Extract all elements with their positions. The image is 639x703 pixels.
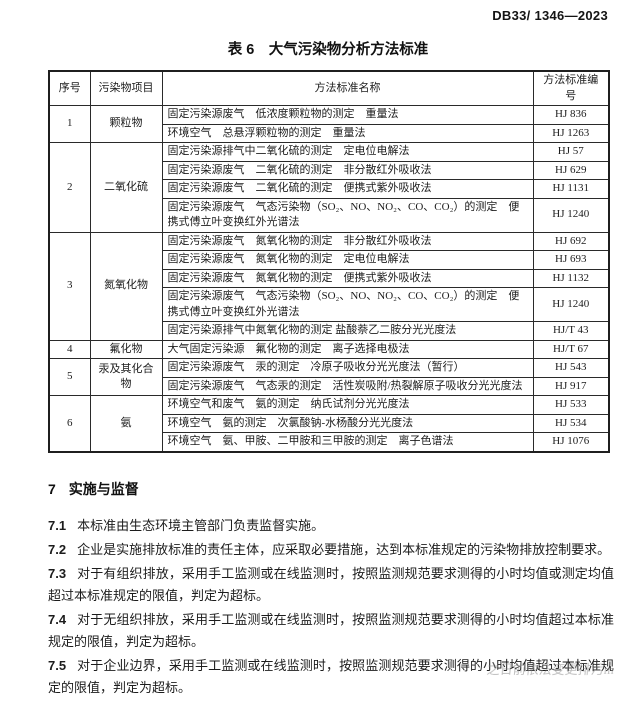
table-row: 固定污染源排气中氮氧化物的测定 盐酸萘乙二胺分光光度法 HJ/T 43 (49, 321, 610, 341)
table-header-cell: 污染物项目 (89, 70, 163, 106)
table-header-cell: 方法标准名称 (161, 70, 534, 106)
clause-paragraph: 7.1 本标准由生态环境主管部门负责监督实施。 (48, 515, 614, 537)
table-row: 2 二氧化硫 固定污染源排气中二氧化硫的测定 定电位电解法 HJ 57 (48, 142, 610, 233)
cell-method-name: 固定污染源废气 氮氧化物的测定 非分散红外吸收法 (161, 231, 534, 251)
cell-pollutant-item: 汞及其化合物 (89, 358, 163, 396)
cell-serial-number: 1 (48, 105, 91, 143)
clause-number: 7.1 (48, 517, 67, 533)
table-row: 固定污染源废气 二氧化硫的测定 非分散红外吸收法 HJ 629 (49, 160, 610, 180)
clause-paragraph: 7.5 对于企业边界，采用手工监测或在线监测时，按照监测规范要求测得的小时均值超过… (48, 655, 614, 699)
cell-method-name: 环境空气 氨、甲胺、二甲胺和三甲胺的测定 离子色谱法 (161, 432, 534, 452)
cell-pollutant-item: 颗粒物 (89, 105, 163, 143)
cell-method-name: 固定污染源废气 氮氧化物的测定 便携式紫外吸收法 (161, 268, 534, 288)
cell-pollutant-item: 氮氧化物 (89, 231, 163, 341)
cell-method-name: 环境空气 氨的测定 次氯酸钠-水杨酸分光光度法 (161, 413, 534, 433)
cell-method-name: 固定污染源废气 低浓度颗粒物的测定 重量法 (161, 105, 534, 125)
cell-serial-number: 4 (48, 339, 91, 359)
table-row: 固定污染源废气 氮氧化物的测定 便携式紫外吸收法 HJ 1132 (49, 268, 610, 288)
cell-method-name: 大气固定污染源 氟化物的测定 离子选择电极法 (161, 339, 534, 359)
cell-pollutant-item: 氨 (89, 395, 163, 452)
clause-number: 7.3 (48, 565, 67, 581)
cell-method-code: HJ 1131 (532, 179, 610, 199)
clause-paragraph: 7.3 对于有组织排放，采用手工监测或在线监测时，按照监测规范要求测得的小时均值或… (48, 563, 614, 607)
cell-method-name: 固定污染源废气 二氧化硫的测定 便携式紫外吸收法 (161, 179, 534, 199)
table-row: 1 颗粒物 固定污染源废气 低浓度颗粒物的测定 重量法 HJ 836 (48, 105, 610, 143)
clause-paragraph: 7.4 对于无组织排放，采用手工监测或在线监测时，按照监测规范要求测得的小时均值超… (48, 609, 614, 653)
cell-method-code: HJ 629 (532, 160, 610, 180)
cell-method-name: 固定污染源废气 氮氧化物的测定 定电位电解法 (161, 250, 534, 270)
table-row: 环境空气 氨、甲胺、二甲胺和三甲胺的测定 离子色谱法 HJ 1076 (49, 432, 610, 452)
cell-method-code: HJ 533 (532, 395, 610, 415)
table-header-row: 序号 污染物项目 方法标准名称 方法标准编号 (48, 70, 610, 106)
cell-method-code: HJ 1240 (532, 287, 610, 322)
methods-table: 序号 污染物项目 方法标准名称 方法标准编号 1 颗粒物 固定污染源废气 低浓度颗粒物的测… (48, 70, 610, 453)
table-row: 4 氟化物 大气固定污染源 氟化物的测定 离子选择电极法 HJ/T 67 (48, 339, 610, 359)
cell-method-name: 固定污染源排气中二氧化硫的测定 定电位电解法 (161, 142, 534, 162)
table-row: 5 汞及其化合物 固定污染源废气 汞的测定 冷原子吸收分光光度法（暂行） HJ 543 (48, 358, 610, 396)
cell-serial-number: 5 (48, 358, 91, 396)
cell-method-code: HJ 1240 (532, 197, 610, 233)
cell-method-name: 固定污染源废气 气态汞的测定 活性炭吸附/热裂解原子吸收分光光度法 (161, 376, 534, 396)
clause-number: 7.4 (48, 611, 67, 627)
cell-method-name: 固定污染源废气 汞的测定 冷原子吸收分光光度法（暂行） (161, 358, 534, 378)
cell-method-code: HJ 693 (532, 250, 610, 270)
section-number: 7 (48, 480, 56, 497)
section-title: 实施与监督 (68, 480, 139, 497)
clauses-block: 7.1 本标准由生态环境主管部门负责监督实施。 7.2 企业是实施排放标准的责任主体，… (48, 515, 614, 703)
cell-serial-number: 3 (48, 231, 91, 341)
clause-text: 对于有组织排放，采用手工监测或在线监测时，按照监测规范要求测得的小时均值或测定均… (48, 565, 614, 603)
table-row: 固定污染源废气 二氧化硫的测定 便携式紫外吸收法 HJ 1131 (49, 179, 610, 199)
cell-serial-number: 2 (48, 142, 91, 233)
cell-method-code: HJ/T 43 (532, 321, 610, 341)
section-heading: 7 实施与监督 (48, 479, 608, 499)
clause-text: 对于企业边界，采用手工监测或在线监测时，按照监测规范要求测得的小时均值超过本标准… (48, 657, 614, 695)
standard-number-header: DB33/ 1346—2023 (492, 8, 608, 23)
cell-method-name: 固定污染源排气中氮氧化物的测定 盐酸萘乙二胺分光光度法 (161, 321, 534, 341)
cell-method-code: HJ 534 (532, 413, 610, 433)
cell-method-name: 环境空气 总悬浮颗粒物的测定 重量法 (161, 123, 534, 143)
cell-method-code: HJ 917 (532, 376, 610, 396)
cell-method-code: HJ 543 (532, 358, 610, 378)
cell-method-code: HJ 57 (532, 142, 610, 162)
cell-method-code: HJ 1132 (532, 268, 610, 288)
cell-method-name: 环境空气和废气 氨的测定 纳氏试剂分光光度法 (161, 395, 534, 415)
clause-number: 7.2 (48, 541, 67, 557)
table-row: 固定污染源废气 气态污染物（SO₂、NO、NO₂、CO、CO₂）的测定 便携式傅… (49, 197, 610, 233)
cell-pollutant-item: 氟化物 (89, 339, 163, 359)
cell-serial-number: 6 (48, 395, 91, 452)
clause-text: 企业是实施排放标准的责任主体，应采取必要措施，达到本标准规定的污染物排放控制要求… (77, 541, 611, 557)
table-row: 3 氮氧化物 固定污染源废气 氮氧化物的测定 非分散红外吸收法 HJ 692 (48, 231, 610, 341)
clause-text: 本标准由生态环境主管部门负责监督实施。 (77, 517, 325, 533)
cell-method-code: HJ 836 (532, 105, 610, 125)
cell-method-code: HJ 1076 (532, 432, 610, 452)
clause-number: 7.5 (48, 657, 67, 673)
table-header-cell: 序号 (48, 70, 91, 106)
clause-paragraph: 7.2 企业是实施排放标准的责任主体，应采取必要措施，达到本标准规定的污染物排放控… (48, 539, 614, 561)
table-row: 固定污染源废气 气态污染物（SO₂、NO、NO₂、CO、CO₂）的测定 便携式傅… (49, 287, 610, 322)
cell-method-name: 固定污染源废气 气态污染物（SO₂、NO、NO₂、CO、CO₂）的测定 便携式傅… (161, 197, 534, 233)
cell-method-name: 固定污染源废气 二氧化硫的测定 非分散红外吸收法 (161, 160, 534, 180)
table-row: 环境空气 总悬浮颗粒物的测定 重量法 HJ 1263 (49, 123, 610, 143)
table-row: 6 氨环境空气和废气 氨的测定 纳氏试剂分光光度法 HJ 533 (48, 395, 610, 452)
table-row: 固定污染源废气 氮氧化物的测定 定电位电解法 HJ 693 (49, 250, 610, 270)
page-content: DB33/ 1346—2023 表 6 大气污染物分析方法标准 序号 污染物项目方… (48, 0, 614, 703)
cell-method-code: HJ/T 67 (532, 339, 610, 359)
cell-method-code: HJ 1263 (532, 123, 610, 143)
cell-pollutant-item: 二氧化硫 (89, 142, 163, 233)
table-header-cell: 方法标准编号 (532, 70, 610, 106)
clause-text: 对于无组织排放，采用手工监测或在线监测时，按照监测规范要求测得的小时均值超过本标… (48, 611, 614, 649)
table-caption: 表 6 大气污染物分析方法标准 (227, 42, 429, 58)
cell-method-code: HJ 692 (532, 231, 610, 251)
cell-method-name: 固定污染源废气 气态污染物（SO₂、NO、NO₂、CO、CO₂）的测定 便携式傅… (161, 287, 534, 322)
